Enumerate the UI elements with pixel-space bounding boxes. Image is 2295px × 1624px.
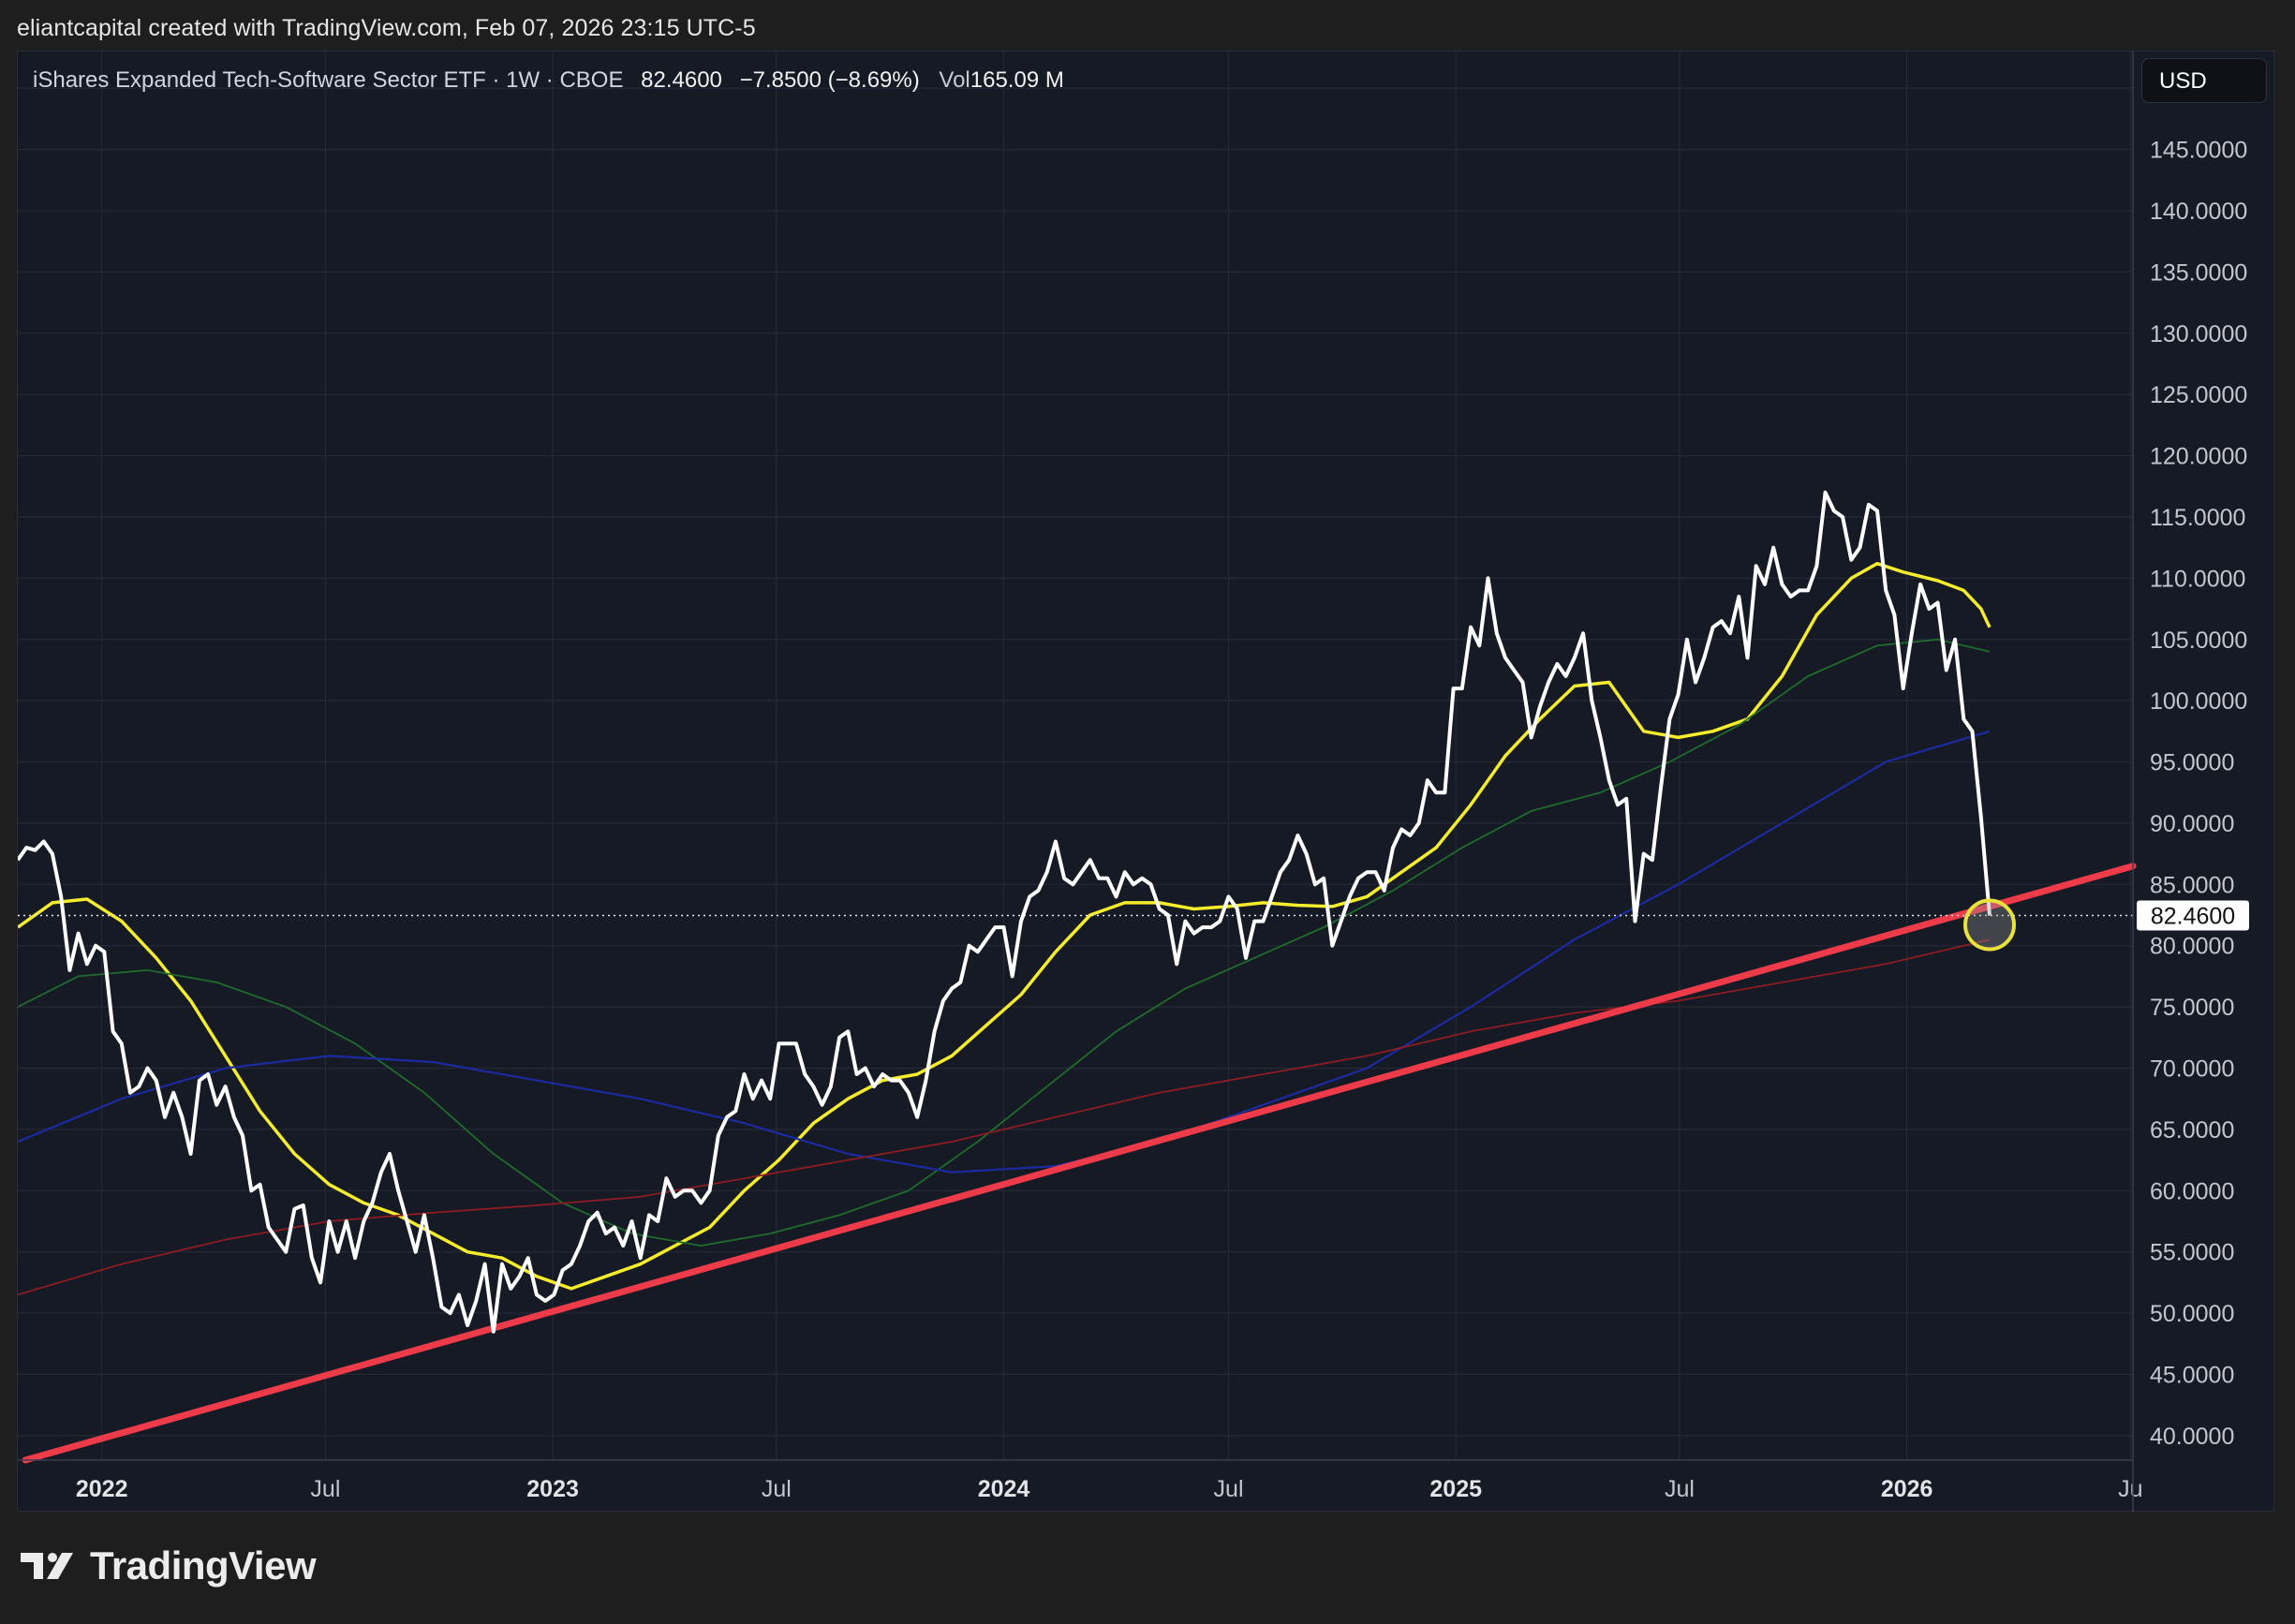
highlight-circle — [1963, 898, 2017, 952]
x-tick-label: 2025 — [1429, 1476, 1482, 1502]
trendline-layer — [22, 863, 2137, 1464]
symbol-name: iShares Expanded Tech-Software Sector ET… — [33, 67, 624, 93]
x-tick-label: Jul — [1665, 1476, 1695, 1502]
y-tick-label: 40.0000 — [2150, 1424, 2234, 1450]
volume-label: Vol — [939, 67, 970, 93]
y-tick-label: 80.0000 — [2150, 934, 2234, 960]
y-tick-label: 105.0000 — [2150, 627, 2247, 654]
marker-layer — [1963, 898, 2017, 952]
x-tick-label: Ju — [2118, 1476, 2142, 1502]
x-tick-label: Jul — [310, 1476, 340, 1502]
y-tick-label: 70.0000 — [2150, 1056, 2234, 1082]
y-tick-label: 115.0000 — [2150, 505, 2245, 531]
y-tick-label: 50.0000 — [2150, 1301, 2234, 1327]
series-price — [18, 490, 1991, 1334]
chart-panel[interactable]: 150.0000145.0000140.0000135.0000130.0000… — [17, 51, 2275, 1513]
price-chart[interactable]: 150.0000145.0000140.0000135.0000130.0000… — [18, 52, 2275, 1513]
symbol-legend: iShares Expanded Tech-Software Sector ET… — [33, 67, 1064, 94]
price-layer — [18, 490, 2133, 1334]
x-tick-label: 2024 — [978, 1476, 1030, 1502]
support-trendline — [22, 863, 2137, 1464]
last-price-tag: 82.4600 — [2137, 900, 2249, 931]
currency-button[interactable]: USD — [2141, 58, 2267, 103]
y-tick-label: 145.0000 — [2150, 138, 2247, 164]
volume-value: 165.09 M — [970, 67, 1064, 93]
y-tick-label: 100.0000 — [2150, 688, 2247, 715]
y-tick-label: 75.0000 — [2150, 995, 2234, 1021]
price-change: −7.8500 (−8.69%) — [739, 67, 920, 93]
y-tick-label: 60.0000 — [2150, 1178, 2234, 1204]
series-ma-short — [18, 561, 1991, 1291]
x-tick-label: 2022 — [76, 1476, 128, 1502]
x-tick-label: Jul — [1214, 1476, 1244, 1502]
x-tick-label: 2023 — [526, 1476, 579, 1502]
y-tick-label: 55.0000 — [2150, 1240, 2234, 1266]
last-price: 82.4600 — [641, 67, 722, 93]
last-price-tag-bg — [2137, 900, 2249, 931]
tradingview-logo-icon — [21, 1553, 73, 1579]
chart-attribution: eliantcapital created with TradingView.c… — [17, 15, 756, 41]
tradingview-wordmark: TradingView — [90, 1543, 317, 1587]
y-tick-label: 65.0000 — [2150, 1117, 2234, 1144]
axes: 150.0000145.0000140.0000135.0000130.0000… — [18, 52, 2249, 1513]
y-tick-label: 125.0000 — [2150, 382, 2247, 408]
x-tick-label: Jul — [762, 1476, 792, 1502]
moving-averages — [18, 561, 1991, 1296]
y-tick-label: 130.0000 — [2150, 321, 2247, 347]
y-tick-label: 95.0000 — [2150, 750, 2234, 776]
last-price-tag-label: 82.4600 — [2151, 904, 2235, 930]
y-tick-label: 140.0000 — [2150, 199, 2247, 225]
y-tick-label: 135.0000 — [2150, 259, 2247, 286]
tradingview-logo[interactable]: TradingView — [21, 1543, 317, 1588]
x-tick-label: 2026 — [1881, 1476, 1933, 1502]
series-ma-blue — [18, 730, 1991, 1174]
y-tick-label: 110.0000 — [2150, 566, 2245, 592]
grid-lines — [18, 52, 2133, 1460]
series-ma-green — [18, 638, 1991, 1247]
y-tick-label: 90.0000 — [2150, 811, 2234, 837]
y-tick-label: 85.0000 — [2150, 872, 2234, 898]
y-tick-label: 45.0000 — [2150, 1362, 2234, 1388]
y-tick-label: 120.0000 — [2150, 444, 2247, 470]
